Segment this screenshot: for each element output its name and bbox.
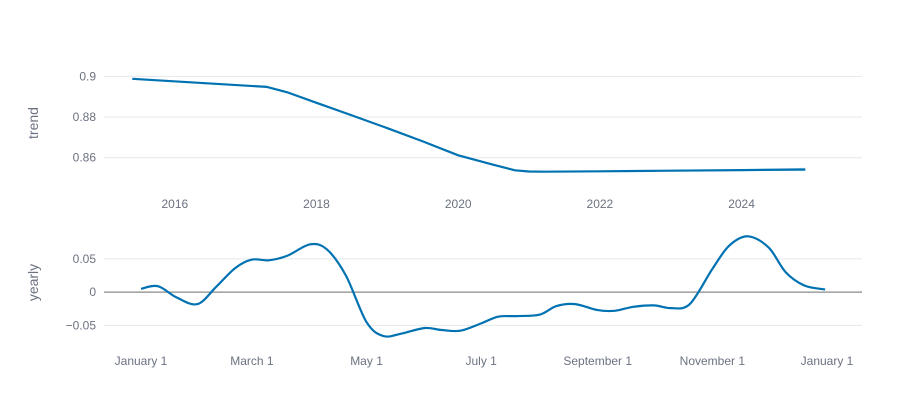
trend-x-tick-label: 2020: [445, 197, 472, 211]
yearly-x-tick-label: May 1: [350, 354, 383, 368]
yearly-x-tick-label: January 1: [801, 354, 854, 368]
trend-x-tick-label: 2024: [728, 197, 755, 211]
trend-x-tick-label: 2016: [161, 197, 188, 211]
yearly-line: [140, 235, 826, 338]
trend-x-tick-label: 2018: [303, 197, 330, 211]
yearly-y-tick-label: 0: [89, 285, 96, 299]
yearly-x-tick-label: January 1: [115, 354, 168, 368]
trend-line: [132, 77, 806, 173]
yearly-x-tick-label: July 1: [466, 354, 498, 368]
trend-x-tick-label: 2022: [587, 197, 614, 211]
yearly-x-tick-label: March 1: [230, 354, 274, 368]
yearly-y-tick-label: −0.05: [66, 318, 97, 332]
yearly-y-tick-label: 0.05: [73, 252, 97, 266]
trend-y-tick-label: 0.88: [73, 110, 97, 124]
trend-axis-title: trend: [25, 107, 41, 139]
yearly-axis-title: yearly: [25, 264, 41, 301]
yearly-x-tick-label: September 1: [563, 354, 632, 368]
yearly-x-tick-label: November 1: [680, 354, 746, 368]
trend-y-tick-label: 0.86: [73, 151, 97, 165]
trend-y-tick-label: 0.9: [79, 69, 96, 83]
